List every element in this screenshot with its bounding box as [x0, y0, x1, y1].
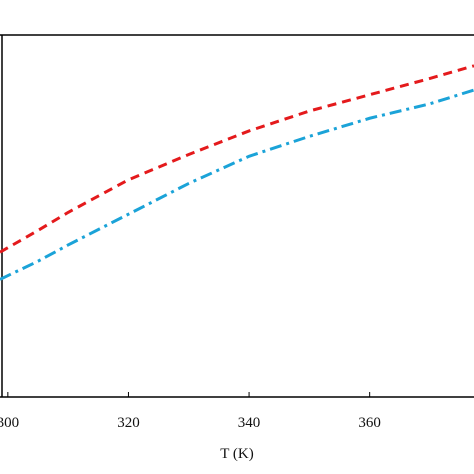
x-tick-label: 360 — [358, 415, 381, 431]
x-tick-label: 340 — [238, 415, 261, 431]
x-tick-label: 300 — [0, 415, 19, 431]
line-series — [0, 88, 474, 281]
x-tick-label: 320 — [117, 415, 140, 431]
x-axis-title: T (K) — [220, 446, 253, 462]
line-series — [0, 64, 474, 254]
